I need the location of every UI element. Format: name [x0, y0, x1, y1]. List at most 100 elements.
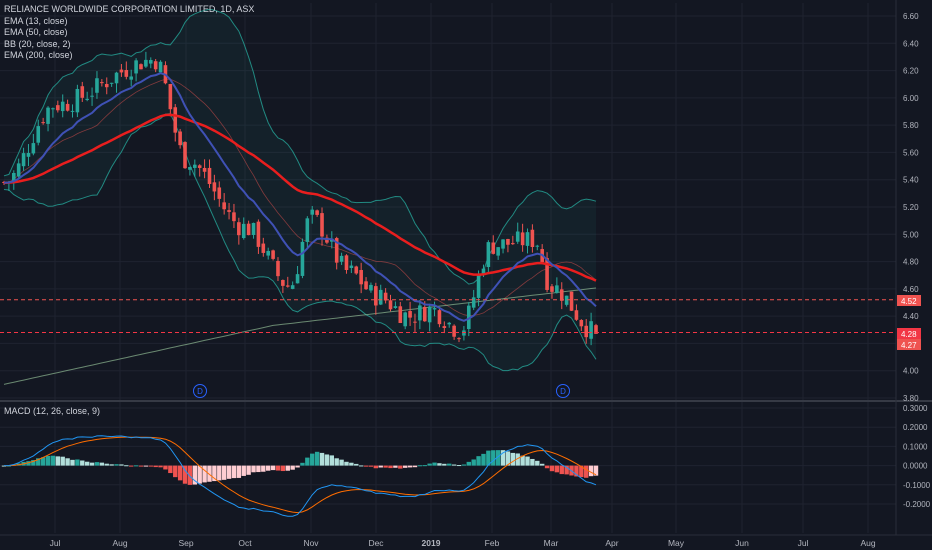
symbol-title: RELIANCE WORLDWIDE CORPORATION LIMITED, …: [4, 4, 255, 14]
price-label-text: 4.28: [901, 330, 917, 339]
candle-body: [418, 305, 422, 321]
price-tick-label: 5.40: [903, 176, 919, 185]
indicator-bb[interactable]: BB (20, close, 2): [4, 38, 71, 49]
macd-histogram-bar: [182, 465, 188, 484]
candle-body: [232, 212, 236, 222]
candle-body: [374, 286, 378, 306]
x-tick-label: Oct: [238, 538, 252, 548]
dividend-marker: [556, 384, 570, 398]
candle-body: [584, 325, 589, 338]
candle-body: [511, 243, 515, 245]
price-tick-label: 5.80: [903, 121, 919, 130]
macd-histogram-bar: [544, 465, 550, 469]
x-tick-label: Aug: [860, 538, 875, 548]
macd-histogram-bar: [31, 460, 36, 466]
x-tick-label: Aug: [112, 538, 127, 548]
macd-histogram-bar: [256, 465, 261, 473]
candle-body: [129, 76, 134, 80]
macd-histogram-bar: [212, 465, 217, 482]
candle-body: [65, 103, 70, 111]
macd-histogram-bar: [500, 450, 506, 466]
macd-histogram-bar: [265, 465, 271, 471]
candle-body: [476, 274, 481, 298]
macd-histogram-bar: [329, 455, 335, 466]
x-tick-label: Jul: [798, 538, 809, 548]
macd-line: [3, 435, 597, 517]
candle-body: [281, 280, 285, 286]
macd-histogram-bar: [285, 465, 290, 471]
macd-histogram-bar: [481, 453, 486, 466]
macd-histogram-bar: [461, 464, 467, 466]
x-tick-label: Jul: [50, 538, 61, 548]
candle-body: [442, 326, 447, 328]
candle-body: [354, 266, 359, 274]
candle-body: [320, 213, 324, 237]
macd-histogram-bar: [535, 460, 540, 466]
x-tick-label: Apr: [605, 538, 618, 548]
candle-body: [124, 70, 129, 77]
bb-upper-line: [3, 8, 597, 285]
candle-body: [85, 98, 89, 100]
macd-histogram-bar: [143, 465, 149, 467]
macd-histogram-bar: [588, 465, 594, 477]
macd-histogram-bar: [290, 465, 295, 470]
price-tick-label: 6.20: [903, 67, 919, 76]
candle-body: [413, 321, 417, 323]
macd-histogram-bar: [246, 465, 251, 475]
macd-histogram-bar: [300, 462, 305, 466]
candle-body: [168, 83, 173, 110]
indicator-ema13[interactable]: EMA (13, close): [4, 15, 68, 26]
candle-body: [241, 223, 246, 239]
macd-histogram-bar: [119, 464, 124, 466]
candle-body: [481, 268, 486, 275]
candle-body: [471, 297, 476, 308]
candle-body: [437, 310, 442, 325]
candle-body: [95, 78, 99, 93]
macd-histogram-bar: [55, 456, 61, 466]
macd-histogram-bar: [314, 451, 320, 466]
macd-histogram-bar: [84, 461, 90, 466]
candle-body: [315, 210, 319, 215]
macd-histogram-bar: [510, 452, 516, 466]
candle-body: [26, 152, 31, 157]
macd-histogram-bar: [442, 463, 447, 466]
candle-body: [114, 72, 119, 84]
macd-histogram-bar: [383, 465, 388, 468]
macd-histogram-bar: [305, 457, 310, 466]
indicator-ema200[interactable]: EMA (200, close): [4, 50, 73, 60]
candle-body: [545, 258, 549, 290]
price-label-text: 4.52: [901, 297, 917, 306]
candle-body: [31, 143, 36, 154]
macd-histogram-bar: [432, 462, 437, 466]
price-tick-label: 6.60: [903, 12, 919, 21]
candle-body: [486, 242, 491, 268]
candle-body: [207, 167, 212, 184]
candle-body: [222, 202, 226, 210]
macd-histogram-bar: [26, 461, 31, 466]
candle-body: [579, 320, 584, 327]
macd-histogram-bar: [437, 463, 442, 466]
macd-tick-label: 0.0000: [903, 462, 928, 471]
indicator-ema50[interactable]: EMA (50, close): [4, 27, 68, 37]
chart-legend: RELIANCE WORLDWIDE CORPORATION LIMITED, …: [4, 4, 254, 62]
candle-body: [276, 260, 280, 277]
macd-histogram-bar: [60, 456, 65, 466]
candle-body: [388, 300, 393, 310]
x-tick-label: 2019: [422, 538, 441, 548]
macd-histogram-bar: [207, 465, 212, 482]
candle-body: [261, 243, 266, 253]
bb-basis-line: [3, 78, 597, 317]
candle-body: [285, 285, 290, 287]
candle-body: [139, 64, 143, 70]
macd-histogram-bar: [495, 450, 501, 466]
macd-legend[interactable]: MACD (12, 26, close, 9): [4, 406, 101, 416]
bb-lower-line: [3, 113, 597, 372]
macd-histogram-bar: [559, 465, 564, 475]
macd-histogram-bar: [280, 465, 286, 472]
candle-body: [501, 239, 505, 249]
macd-histogram-bar: [173, 465, 178, 478]
candle-body: [251, 222, 256, 235]
candle-body: [432, 308, 437, 310]
macd-histogram-bar: [104, 463, 109, 466]
